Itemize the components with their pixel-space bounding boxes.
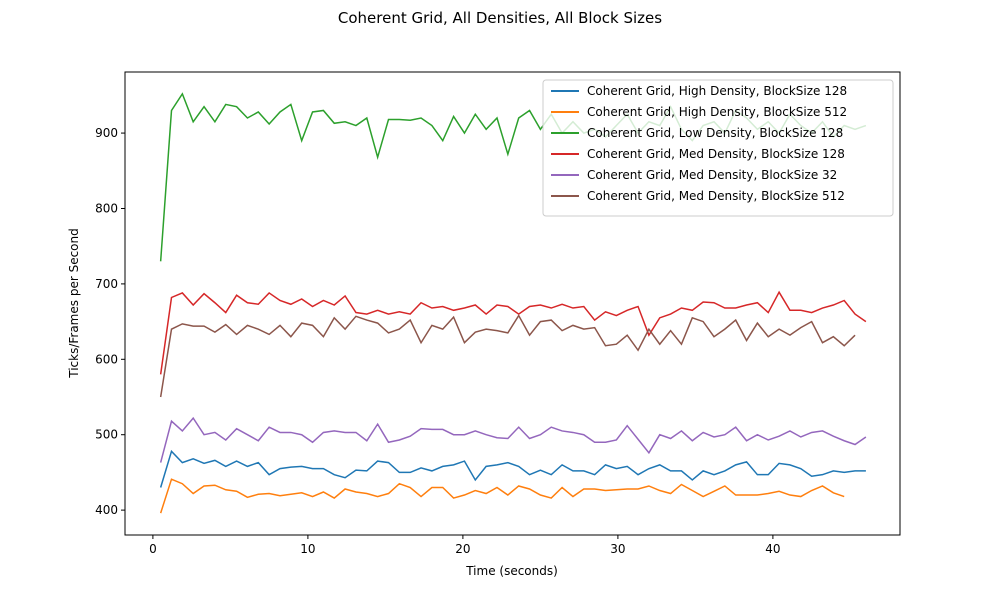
legend-label: Coherent Grid, Med Density, BlockSize 32 bbox=[587, 168, 837, 182]
x-tick-label: 10 bbox=[300, 542, 315, 556]
x-tick-label: 40 bbox=[765, 542, 780, 556]
y-tick-label: 400 bbox=[95, 503, 118, 517]
series-line bbox=[159, 478, 845, 514]
legend-label: Coherent Grid, High Density, BlockSize 5… bbox=[587, 105, 847, 119]
y-axis-label: Ticks/Frames per Second bbox=[67, 228, 81, 379]
x-tick-label: 20 bbox=[455, 542, 470, 556]
legend-label: Coherent Grid, Med Density, BlockSize 51… bbox=[587, 189, 845, 203]
y-tick-label: 800 bbox=[95, 201, 118, 215]
legend-label: Coherent Grid, Low Density, BlockSize 12… bbox=[587, 126, 843, 140]
y-tick-label: 700 bbox=[95, 277, 118, 291]
x-tick-label: 0 bbox=[149, 542, 157, 556]
series-line bbox=[159, 449, 866, 488]
y-tick-label: 900 bbox=[95, 126, 118, 140]
series-line bbox=[159, 290, 867, 375]
series-line bbox=[159, 314, 856, 398]
y-tick-label: 500 bbox=[95, 428, 118, 442]
x-axis-label: Time (seconds) bbox=[465, 564, 558, 578]
series-line bbox=[159, 416, 867, 463]
legend-label: Coherent Grid, Med Density, BlockSize 12… bbox=[587, 147, 845, 161]
plot-frame bbox=[124, 71, 901, 536]
legend-label: Coherent Grid, High Density, BlockSize 1… bbox=[587, 84, 847, 98]
y-tick-label: 600 bbox=[95, 352, 118, 366]
legend: Coherent Grid, High Density, BlockSize 1… bbox=[542, 79, 894, 217]
legend-box bbox=[542, 79, 894, 217]
chart-title: Coherent Grid, All Densities, All Block … bbox=[338, 9, 662, 27]
x-tick-label: 30 bbox=[610, 542, 625, 556]
